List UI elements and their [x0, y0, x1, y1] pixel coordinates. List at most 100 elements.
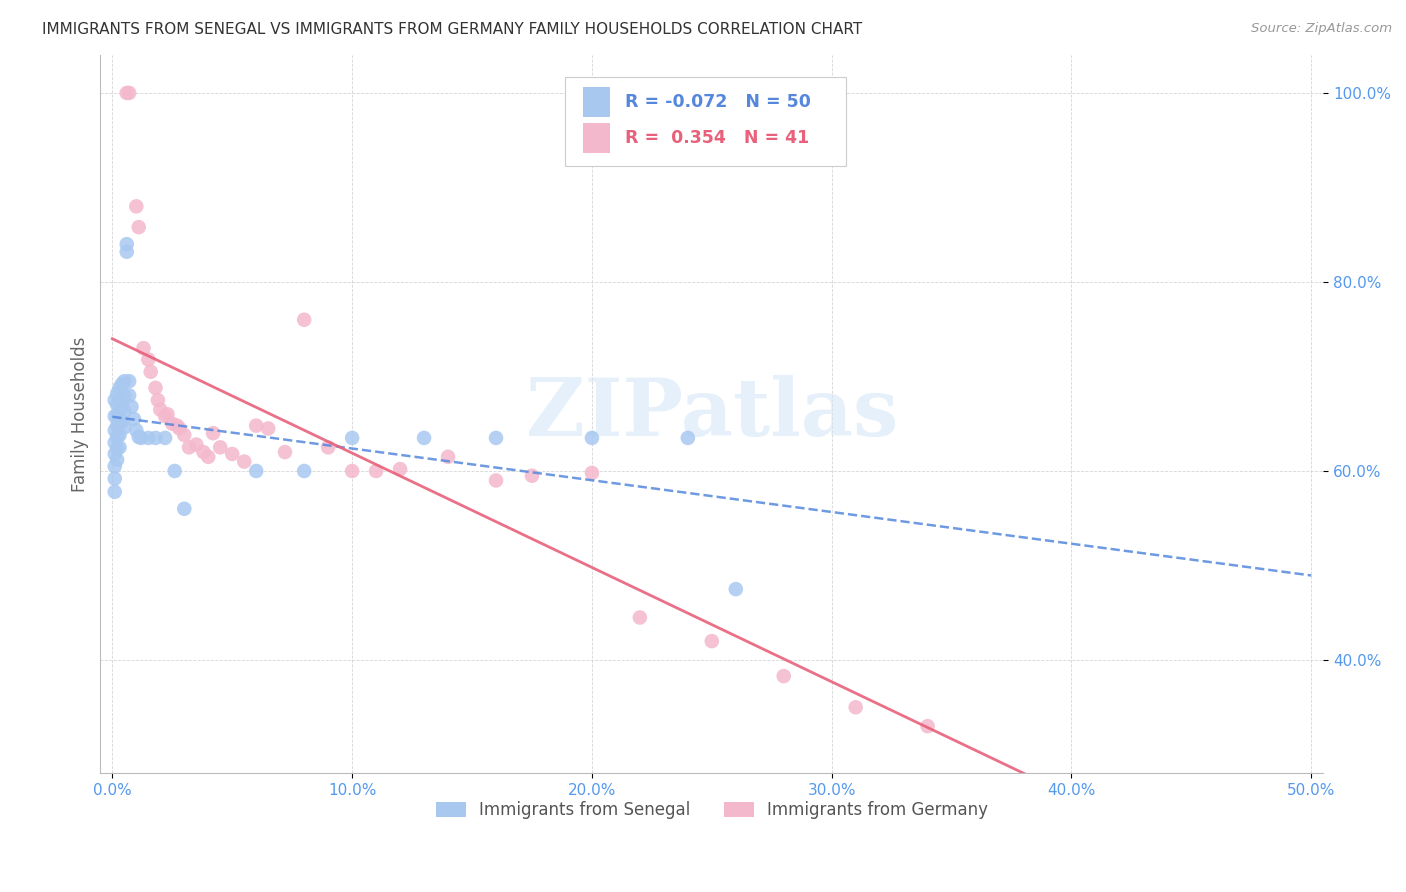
Text: R =  0.354   N = 41: R = 0.354 N = 41	[626, 128, 810, 147]
Point	[105, 452, 128, 467]
Point	[105, 386, 128, 401]
Point	[108, 404, 131, 418]
Point	[104, 393, 127, 408]
Point	[245, 464, 267, 478]
Legend: Immigrants from Senegal, Immigrants from Germany: Immigrants from Senegal, Immigrants from…	[429, 795, 994, 826]
Point	[292, 312, 315, 326]
Point	[173, 428, 195, 442]
Point	[173, 501, 195, 516]
Point	[316, 441, 339, 455]
Point	[125, 423, 148, 437]
Point	[118, 86, 141, 100]
Point	[169, 421, 191, 435]
Text: ZIPatlas: ZIPatlas	[526, 376, 898, 453]
Point	[108, 393, 131, 408]
Point	[917, 719, 939, 733]
Point	[136, 352, 159, 367]
Point	[111, 415, 134, 429]
Point	[233, 454, 256, 468]
Point	[128, 430, 150, 444]
Point	[111, 396, 134, 410]
Point	[115, 86, 138, 100]
Point	[162, 417, 184, 431]
Y-axis label: Family Households: Family Households	[72, 336, 89, 492]
Text: IMMIGRANTS FROM SENEGAL VS IMMIGRANTS FROM GERMANY FAMILY HOUSEHOLDS CORRELATION: IMMIGRANTS FROM SENEGAL VS IMMIGRANTS FR…	[42, 22, 862, 37]
Point	[115, 244, 138, 259]
Text: R = -0.072   N = 50: R = -0.072 N = 50	[626, 93, 811, 111]
Point	[112, 404, 135, 418]
Point	[413, 431, 436, 445]
Point	[149, 402, 172, 417]
Point	[145, 381, 167, 395]
Point	[163, 464, 186, 478]
Point	[202, 426, 225, 441]
Point	[485, 474, 508, 488]
Point	[437, 450, 460, 464]
Bar	[583, 123, 610, 153]
Point	[108, 441, 131, 455]
Point	[122, 412, 145, 426]
Point	[221, 447, 243, 461]
Point	[104, 409, 127, 424]
Point	[115, 237, 138, 252]
Point	[724, 582, 747, 596]
FancyBboxPatch shape	[565, 77, 846, 167]
Point	[676, 431, 699, 445]
Point	[274, 445, 297, 459]
Point	[118, 374, 141, 388]
Point	[105, 398, 128, 412]
Point	[520, 468, 543, 483]
Point	[197, 450, 219, 464]
Point	[104, 459, 127, 474]
Point	[105, 430, 128, 444]
Point	[146, 393, 169, 408]
Point	[118, 388, 141, 402]
Point	[104, 471, 127, 485]
Point	[104, 435, 127, 450]
Point	[257, 421, 280, 435]
Point	[153, 409, 176, 424]
Point	[139, 365, 162, 379]
Point	[700, 634, 723, 648]
Point	[193, 445, 215, 459]
Point	[366, 464, 388, 478]
Point	[105, 409, 128, 423]
Point	[245, 418, 267, 433]
Point	[177, 441, 200, 455]
Point	[108, 381, 131, 395]
Point	[108, 416, 131, 430]
Text: Source: ZipAtlas.com: Source: ZipAtlas.com	[1251, 22, 1392, 36]
Point	[485, 431, 508, 445]
Point	[581, 431, 603, 445]
Point	[581, 466, 603, 480]
Point	[111, 377, 134, 392]
Point	[104, 484, 127, 499]
Point	[132, 341, 155, 355]
Point	[104, 447, 127, 461]
Point	[153, 431, 176, 445]
Point	[112, 388, 135, 402]
Point	[145, 431, 167, 445]
Point	[156, 407, 179, 421]
Point	[186, 437, 208, 451]
Point	[112, 374, 135, 388]
Point	[209, 441, 232, 455]
Point	[112, 420, 135, 434]
Point	[121, 400, 143, 414]
Point	[128, 220, 150, 235]
Point	[105, 442, 128, 456]
Point	[125, 199, 148, 213]
Point	[389, 462, 412, 476]
Point	[845, 700, 868, 714]
Point	[340, 431, 363, 445]
Point	[105, 418, 128, 433]
Point	[340, 464, 363, 478]
Point	[136, 431, 159, 445]
Point	[292, 464, 315, 478]
Bar	[583, 87, 610, 117]
Point	[108, 428, 131, 442]
Point	[129, 431, 152, 445]
Point	[772, 669, 794, 683]
Point	[166, 418, 188, 433]
Point	[628, 610, 651, 624]
